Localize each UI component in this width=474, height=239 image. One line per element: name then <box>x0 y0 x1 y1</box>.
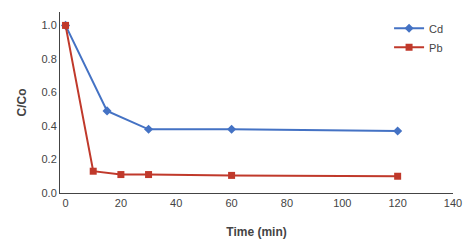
svg-text:1.0: 1.0 <box>42 19 57 31</box>
svg-text:120: 120 <box>388 197 406 209</box>
svg-text:40: 40 <box>170 197 182 209</box>
svg-text:0.6: 0.6 <box>42 86 57 98</box>
svg-text:100: 100 <box>333 197 351 209</box>
svg-text:0.0: 0.0 <box>42 187 57 199</box>
svg-text:20: 20 <box>115 197 127 209</box>
svg-text:Cd: Cd <box>429 23 443 35</box>
svg-text:60: 60 <box>225 197 237 209</box>
svg-text:Time (min): Time (min) <box>226 225 286 239</box>
svg-text:0.8: 0.8 <box>42 53 57 65</box>
svg-text:140: 140 <box>444 197 462 209</box>
svg-text:C/Co: C/Co <box>15 89 29 117</box>
svg-text:0: 0 <box>62 197 68 209</box>
svg-text:0.4: 0.4 <box>42 120 57 132</box>
svg-text:0.2: 0.2 <box>42 153 57 165</box>
svg-text:Pb: Pb <box>429 42 442 54</box>
svg-text:80: 80 <box>281 197 293 209</box>
